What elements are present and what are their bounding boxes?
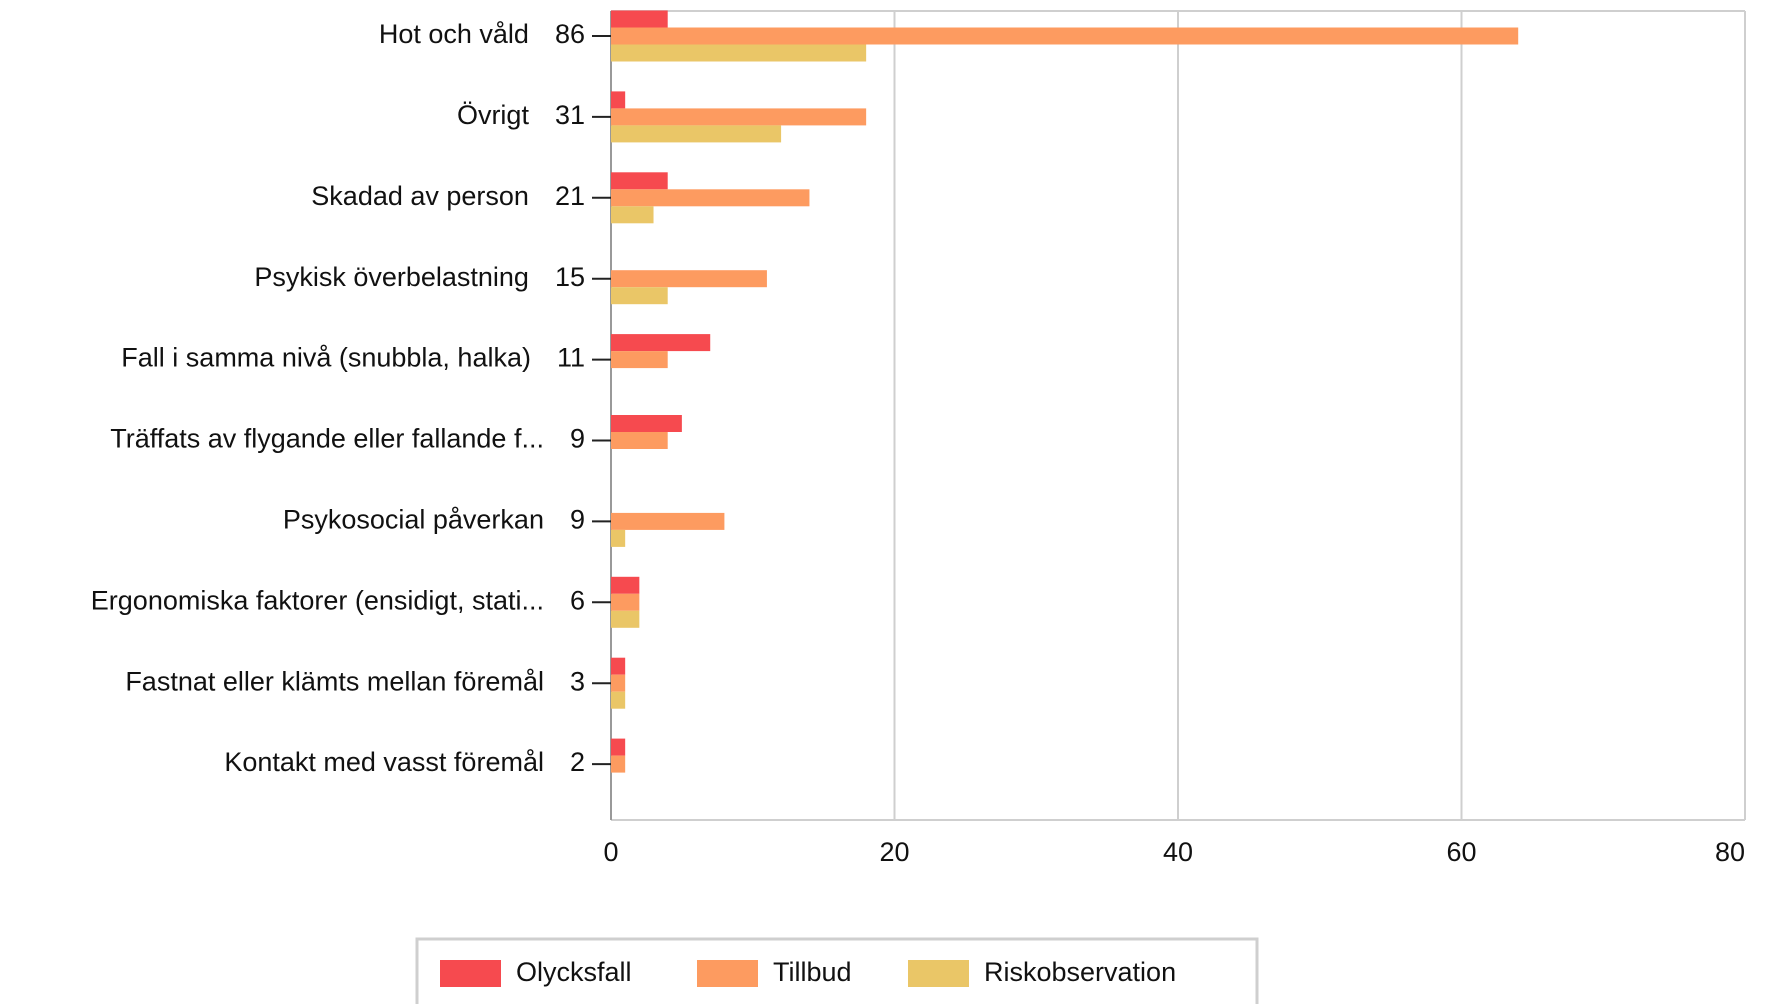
legend-label: Olycksfall [516, 957, 632, 987]
bar [611, 10, 668, 28]
bar [611, 91, 626, 109]
bar [611, 27, 1519, 45]
bar [611, 351, 668, 369]
category-label: Fall i samma nivå (snubbla, halka) [121, 343, 531, 373]
legend-box [415, 937, 1259, 1004]
category-total: 3 [570, 666, 585, 696]
legend-label: Tillbud [773, 957, 852, 987]
bar [611, 593, 640, 611]
category-label: Psykosocial påverkan [283, 505, 544, 535]
bar [611, 674, 626, 692]
legend-swatch [908, 960, 969, 987]
category-total: 31 [555, 100, 585, 130]
bar [611, 189, 810, 207]
category-total: 9 [570, 505, 585, 535]
category-label: Kontakt med vasst föremål [224, 747, 544, 777]
bar [611, 755, 626, 773]
bar [611, 108, 867, 126]
x-tick-label: 40 [1163, 837, 1193, 867]
category-label: Träffats av flygande eller fallande f... [110, 424, 544, 454]
category-total: 15 [555, 262, 585, 292]
x-tick-label: 20 [879, 837, 909, 867]
bar [611, 512, 725, 530]
bar [611, 432, 668, 449]
category-label: Ergonomiska faktorer (ensidigt, stati... [91, 585, 544, 615]
bar [611, 270, 767, 288]
bar [611, 125, 782, 143]
x-tick-label: 80 [1715, 837, 1745, 867]
bar [611, 610, 640, 628]
legend-label: Riskobservation [984, 957, 1176, 987]
bar [611, 334, 711, 352]
bar [611, 657, 626, 675]
legend-swatch [440, 960, 501, 987]
bar [611, 529, 626, 547]
bar [611, 44, 867, 62]
bar [611, 691, 626, 709]
category-label: Skadad av person [311, 181, 529, 211]
bar [611, 172, 668, 190]
bar [611, 738, 626, 756]
category-total: 21 [555, 181, 585, 211]
bar [611, 576, 640, 594]
category-label: Övrigt [457, 100, 530, 130]
category-total: 9 [570, 424, 585, 454]
x-tick-label: 0 [603, 837, 618, 867]
bar [611, 415, 682, 432]
category-total: 86 [555, 19, 585, 49]
category-total: 6 [570, 585, 585, 615]
category-label: Psykisk överbelastning [254, 262, 529, 292]
category-label: Fastnat eller klämts mellan föremål [125, 666, 544, 696]
bar [611, 206, 654, 224]
bar [611, 287, 668, 305]
legend-swatch [697, 960, 758, 987]
category-total: 2 [570, 747, 585, 777]
category-total: 11 [557, 343, 585, 373]
category-label: Hot och våld [379, 19, 529, 49]
x-tick-label: 60 [1446, 837, 1476, 867]
